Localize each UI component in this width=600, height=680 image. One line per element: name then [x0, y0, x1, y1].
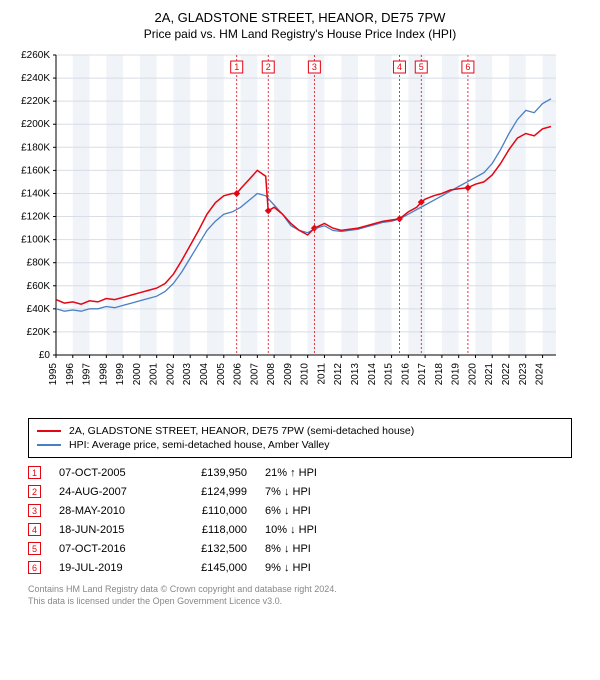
svg-text:2010: 2010 [300, 363, 311, 386]
transaction-row: 6 19-JUL-2019 £145,000 9% ↓ HPI [28, 561, 572, 574]
transaction-marker: 2 [28, 485, 41, 498]
svg-text:£240K: £240K [21, 73, 50, 84]
transaction-date: 18-JUN-2015 [59, 524, 159, 536]
transaction-date: 07-OCT-2016 [59, 543, 159, 555]
svg-text:2015: 2015 [384, 363, 395, 386]
svg-text:1999: 1999 [115, 363, 126, 386]
svg-text:5: 5 [419, 62, 424, 72]
transaction-date: 24-AUG-2007 [59, 486, 159, 498]
chart-svg: £0 £20K £40K £60K £80K £100K £120K £140K £160K £1… [8, 47, 568, 407]
svg-text:2004: 2004 [199, 363, 210, 386]
svg-text:6: 6 [465, 62, 470, 72]
transaction-date: 19-JUL-2019 [59, 562, 159, 574]
svg-text:2018: 2018 [434, 363, 445, 386]
svg-text:£0: £0 [39, 350, 51, 361]
svg-text:£20K: £20K [27, 327, 51, 338]
transaction-price: £118,000 [177, 524, 247, 536]
svg-text:£160K: £160K [21, 165, 50, 176]
svg-text:2005: 2005 [216, 363, 227, 386]
svg-text:£200K: £200K [21, 119, 50, 130]
legend-label: 2A, GLADSTONE STREET, HEANOR, DE75 7PW (… [69, 425, 414, 437]
svg-text:3: 3 [312, 62, 317, 72]
transaction-row: 2 24-AUG-2007 £124,999 7% ↓ HPI [28, 485, 572, 498]
svg-text:2023: 2023 [518, 363, 529, 386]
svg-text:2021: 2021 [484, 363, 495, 386]
footer-attribution: Contains HM Land Registry data © Crown c… [28, 584, 572, 607]
svg-text:1995: 1995 [48, 363, 59, 386]
svg-text:1: 1 [234, 62, 239, 72]
svg-text:£140K: £140K [21, 188, 50, 199]
legend-swatch [37, 430, 61, 432]
transaction-diff: 6% ↓ HPI [265, 505, 355, 517]
svg-text:£100K: £100K [21, 235, 50, 246]
svg-text:1998: 1998 [98, 363, 109, 386]
transaction-row: 4 18-JUN-2015 £118,000 10% ↓ HPI [28, 523, 572, 536]
svg-text:£40K: £40K [27, 304, 51, 315]
svg-text:2022: 2022 [501, 363, 512, 386]
transaction-price: £132,500 [177, 543, 247, 555]
svg-text:£220K: £220K [21, 96, 50, 107]
svg-text:£120K: £120K [21, 212, 50, 223]
transaction-price: £110,000 [177, 505, 247, 517]
transaction-date: 07-OCT-2005 [59, 467, 159, 479]
transaction-price: £145,000 [177, 562, 247, 574]
transaction-diff: 7% ↓ HPI [265, 486, 355, 498]
chart-title: 2A, GLADSTONE STREET, HEANOR, DE75 7PW [8, 10, 592, 25]
chart-container: 2A, GLADSTONE STREET, HEANOR, DE75 7PW P… [8, 10, 592, 607]
svg-text:2016: 2016 [400, 363, 411, 386]
svg-text:1997: 1997 [82, 363, 93, 386]
svg-text:1996: 1996 [65, 363, 76, 386]
transaction-diff: 10% ↓ HPI [265, 524, 355, 536]
transaction-marker: 6 [28, 561, 41, 574]
transaction-diff: 9% ↓ HPI [265, 562, 355, 574]
legend-item: HPI: Average price, semi-detached house,… [37, 439, 563, 451]
transaction-diff: 21% ↑ HPI [265, 467, 355, 479]
legend-label: HPI: Average price, semi-detached house,… [69, 439, 330, 451]
svg-text:2024: 2024 [535, 363, 546, 386]
svg-text:2007: 2007 [249, 363, 260, 386]
svg-text:2017: 2017 [417, 363, 428, 386]
transaction-row: 3 28-MAY-2010 £110,000 6% ↓ HPI [28, 504, 572, 517]
transaction-marker: 4 [28, 523, 41, 536]
transaction-table: 1 07-OCT-2005 £139,950 21% ↑ HPI 2 24-AUG-200… [28, 466, 572, 574]
svg-text:£260K: £260K [21, 50, 50, 61]
transaction-marker: 1 [28, 466, 41, 479]
svg-text:2012: 2012 [333, 363, 344, 386]
svg-text:2002: 2002 [165, 363, 176, 386]
footer-line: Contains HM Land Registry data © Crown c… [28, 584, 572, 596]
svg-text:4: 4 [397, 62, 402, 72]
svg-text:£180K: £180K [21, 142, 50, 153]
svg-text:2020: 2020 [467, 363, 478, 386]
transaction-row: 1 07-OCT-2005 £139,950 21% ↑ HPI [28, 466, 572, 479]
transaction-row: 5 07-OCT-2016 £132,500 8% ↓ HPI [28, 542, 572, 555]
transaction-price: £124,999 [177, 486, 247, 498]
transaction-marker: 3 [28, 504, 41, 517]
svg-text:2003: 2003 [182, 363, 193, 386]
transaction-date: 28-MAY-2010 [59, 505, 159, 517]
legend: 2A, GLADSTONE STREET, HEANOR, DE75 7PW (… [28, 418, 572, 458]
svg-text:2006: 2006 [233, 363, 244, 386]
transaction-price: £139,950 [177, 467, 247, 479]
svg-text:2000: 2000 [132, 363, 143, 386]
legend-swatch [37, 444, 61, 446]
svg-text:2009: 2009 [283, 363, 294, 386]
svg-text:2: 2 [266, 62, 271, 72]
svg-text:2014: 2014 [367, 363, 378, 386]
svg-text:2011: 2011 [316, 363, 327, 385]
transaction-marker: 5 [28, 542, 41, 555]
svg-text:£80K: £80K [27, 258, 51, 269]
svg-text:2019: 2019 [451, 363, 462, 386]
svg-text:£60K: £60K [27, 281, 51, 292]
transaction-diff: 8% ↓ HPI [265, 543, 355, 555]
footer-line: This data is licensed under the Open Gov… [28, 596, 572, 608]
chart-plot: £0 £20K £40K £60K £80K £100K £120K £140K £160K £1… [8, 47, 592, 412]
chart-subtitle: Price paid vs. HM Land Registry's House … [8, 27, 592, 41]
svg-text:2013: 2013 [350, 363, 361, 386]
svg-text:2008: 2008 [266, 363, 277, 386]
svg-text:2001: 2001 [149, 363, 160, 386]
legend-item: 2A, GLADSTONE STREET, HEANOR, DE75 7PW (… [37, 425, 563, 437]
